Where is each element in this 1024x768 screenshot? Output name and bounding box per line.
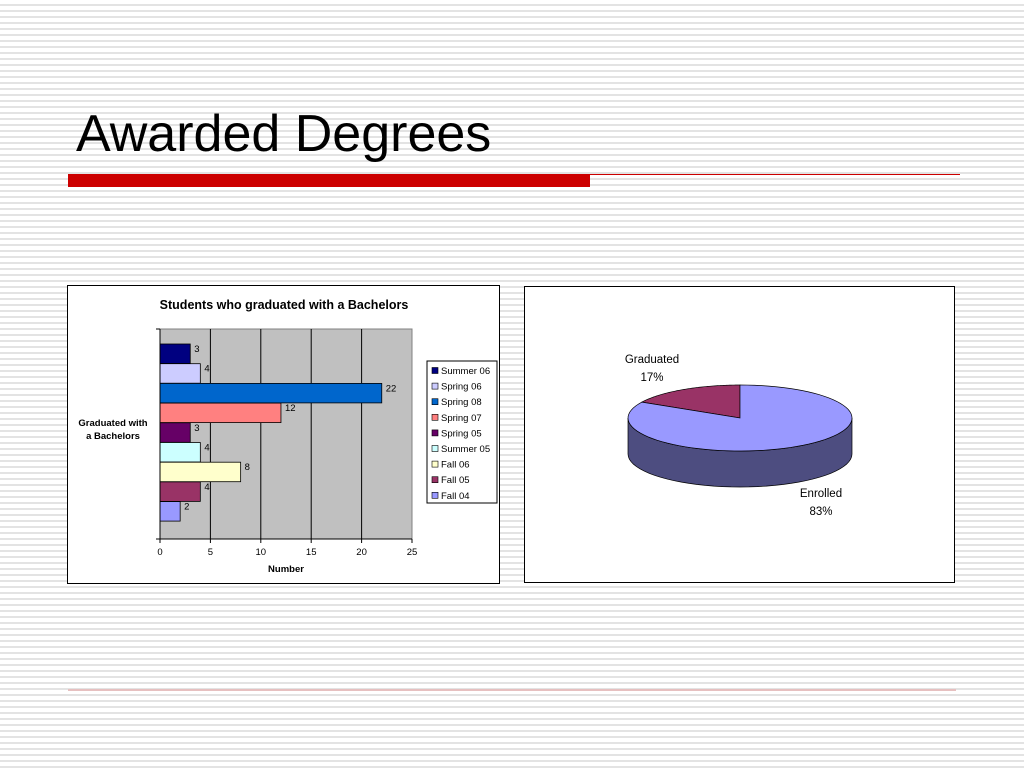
legend-box	[426, 360, 498, 504]
legend-swatch	[431, 476, 439, 483]
legend-label: Summer 05	[441, 444, 490, 455]
x-tick-label: 10	[256, 547, 267, 558]
pie-chart: Graduated 17% Enrolled 83%	[625, 354, 853, 518]
legend-swatch	[431, 429, 439, 437]
legend-label: Spring 07	[441, 413, 482, 424]
bar	[159, 422, 191, 443]
pie-chart-panel: Graduated 17% Enrolled 83%	[524, 286, 955, 583]
bar	[159, 442, 201, 463]
title-underline-thick	[68, 174, 590, 187]
x-tick-label: 5	[208, 547, 213, 558]
pie-slice-name-label: Graduated	[625, 354, 679, 366]
bar-chart: Students who graduated with a Bachelors …	[78, 298, 498, 575]
legend-label: Spring 05	[441, 428, 482, 439]
bar-data-label: 2	[184, 502, 189, 513]
legend-swatch	[431, 398, 439, 405]
bar-chart-title: Students who graduated with a Bachelors	[160, 298, 409, 312]
legend-swatch	[431, 382, 439, 390]
footer-rule	[68, 689, 956, 691]
legend-swatch	[431, 445, 439, 452]
legend-label: Spring 08	[441, 397, 482, 408]
legend-swatch	[431, 460, 439, 468]
bar-data-label: 8	[245, 462, 250, 473]
bar-plot-area	[159, 328, 413, 540]
bar	[159, 461, 242, 483]
bar-data-label: 4	[204, 364, 209, 375]
bar	[159, 402, 282, 423]
bar	[159, 481, 201, 502]
legend-label: Spring 06	[441, 382, 482, 393]
bar-chart-y-axis-label: Graduated with a Bachelors	[78, 418, 147, 442]
bar-data-label: 4	[204, 482, 209, 493]
pie-slice	[627, 384, 853, 452]
title-underline	[68, 174, 960, 188]
bar	[159, 383, 383, 404]
bar-data-label: 12	[285, 403, 296, 414]
bar	[159, 343, 191, 364]
bar-data-label: 3	[194, 423, 199, 434]
legend-swatch	[431, 367, 439, 374]
pie-slice-percent-label: 17%	[640, 372, 663, 384]
x-tick-label: 20	[356, 547, 367, 558]
bar-data-label: 4	[204, 443, 209, 454]
pie-slice	[640, 384, 741, 419]
x-tick-label: 15	[306, 547, 317, 558]
legend-swatch	[431, 414, 439, 421]
x-tick-label: 25	[407, 547, 418, 558]
legend-label: Fall 06	[441, 460, 470, 471]
pie-slice-name-label: Enrolled	[800, 488, 842, 500]
slide-title: Awarded Degrees	[76, 105, 492, 163]
bar	[159, 501, 181, 522]
legend-label: Summer 06	[441, 366, 490, 377]
bar-chart-x-axis-label: Number	[268, 564, 304, 575]
bar-data-label: 22	[386, 383, 397, 394]
bar	[159, 363, 201, 384]
pie-slice-percent-label: 83%	[809, 506, 832, 518]
legend-swatch	[431, 492, 439, 499]
bar-data-label: 3	[194, 344, 199, 355]
bar-chart-panel: Students who graduated with a Bachelors …	[67, 285, 500, 584]
x-tick-label: 0	[157, 547, 162, 558]
legend-label: Fall 04	[441, 491, 470, 502]
legend-label: Fall 05	[441, 475, 470, 486]
title-underline-thin	[590, 174, 960, 175]
